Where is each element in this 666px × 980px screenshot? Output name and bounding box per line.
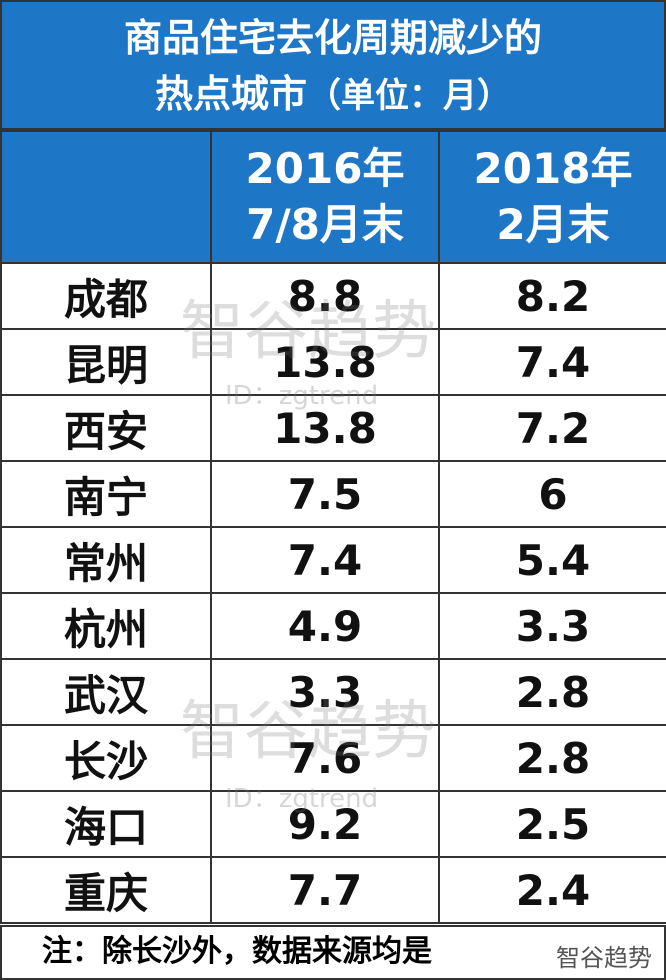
table-body: 成都 8.8 8.2 昆明 13.8 7.4 西安 13.8 7.2 南宁 7.5 6 常州 7.4 5.4… bbox=[0, 262, 666, 924]
data-table: 2016年 7/8月末 2018年 2月末 成都 8.8 8.2 昆明 13.8 7.4 西安 13… bbox=[0, 130, 666, 924]
header-cell bbox=[0, 130, 212, 264]
value-cell: 2.8 bbox=[438, 724, 666, 792]
table-row: 长沙 7.6 2.8 bbox=[0, 724, 666, 792]
header-cell: 2016年 7/8月末 bbox=[210, 130, 440, 264]
city-cell: 南宁 bbox=[0, 460, 212, 528]
city-cell: 杭州 bbox=[0, 592, 212, 660]
table-row: 西安 13.8 7.2 bbox=[0, 394, 666, 462]
value-cell: 2.8 bbox=[438, 658, 666, 726]
value-cell: 6 bbox=[438, 460, 666, 528]
table-row: 重庆 7.7 2.4 bbox=[0, 856, 666, 924]
city-cell: 成都 bbox=[0, 262, 212, 330]
city-cell: 重庆 bbox=[0, 856, 212, 924]
value-cell: 3.3 bbox=[438, 592, 666, 660]
title-text: 热点城市 bbox=[154, 72, 307, 116]
city-cell: 武汉 bbox=[0, 658, 212, 726]
city-cell: 海口 bbox=[0, 790, 212, 858]
header-line: 2016年 bbox=[245, 144, 405, 193]
value-cell: 7.4 bbox=[438, 328, 666, 396]
table-row: 海口 9.2 2.5 bbox=[0, 790, 666, 858]
value-cell: 9.2 bbox=[210, 790, 440, 858]
value-cell: 7.2 bbox=[438, 394, 666, 462]
value-cell: 3.3 bbox=[210, 658, 440, 726]
value-cell: 8.8 bbox=[210, 262, 440, 330]
watermark-logo: 智谷趋势 bbox=[556, 944, 652, 972]
value-cell: 7.7 bbox=[210, 856, 440, 924]
table-row: 武汉 3.3 2.8 bbox=[0, 658, 666, 726]
value-cell: 2.4 bbox=[438, 856, 666, 924]
title: 商品住宅去化周期减少的 热点城市（单位：月） bbox=[0, 0, 666, 130]
title-line: 热点城市（单位：月） bbox=[2, 66, 664, 124]
value-cell: 4.9 bbox=[210, 592, 440, 660]
city-cell: 常州 bbox=[0, 526, 212, 594]
header-line: 2018年 bbox=[473, 144, 633, 193]
value-cell: 7.4 bbox=[210, 526, 440, 594]
table-row: 杭州 4.9 3.3 bbox=[0, 592, 666, 660]
table-row: 南宁 7.5 6 bbox=[0, 460, 666, 528]
value-cell: 8.2 bbox=[438, 262, 666, 330]
value-cell: 7.5 bbox=[210, 460, 440, 528]
unit: （单位：月） bbox=[307, 76, 511, 116]
table-row: 昆明 13.8 7.4 bbox=[0, 328, 666, 396]
value-cell: 7.6 bbox=[210, 724, 440, 792]
city-cell: 长沙 bbox=[0, 724, 212, 792]
value-cell: 2.5 bbox=[438, 790, 666, 858]
value-cell: 13.8 bbox=[210, 328, 440, 396]
title-line: 商品住宅去化周期减少的 bbox=[123, 16, 542, 60]
note: 注：除长沙外，数据来源均是 bbox=[0, 925, 666, 980]
header-line: 7/8月末 bbox=[246, 200, 404, 249]
value-cell: 5.4 bbox=[438, 526, 666, 594]
header-row: 2016年 7/8月末 2018年 2月末 bbox=[0, 130, 666, 264]
header-line: 2月末 bbox=[496, 200, 610, 249]
table-row: 成都 8.8 8.2 bbox=[0, 262, 666, 330]
header-cell: 2018年 2月末 bbox=[438, 130, 666, 264]
table-row: 常州 7.4 5.4 bbox=[0, 526, 666, 594]
value-cell: 13.8 bbox=[210, 394, 440, 462]
city-cell: 昆明 bbox=[0, 328, 212, 396]
city-cell: 西安 bbox=[0, 394, 212, 462]
